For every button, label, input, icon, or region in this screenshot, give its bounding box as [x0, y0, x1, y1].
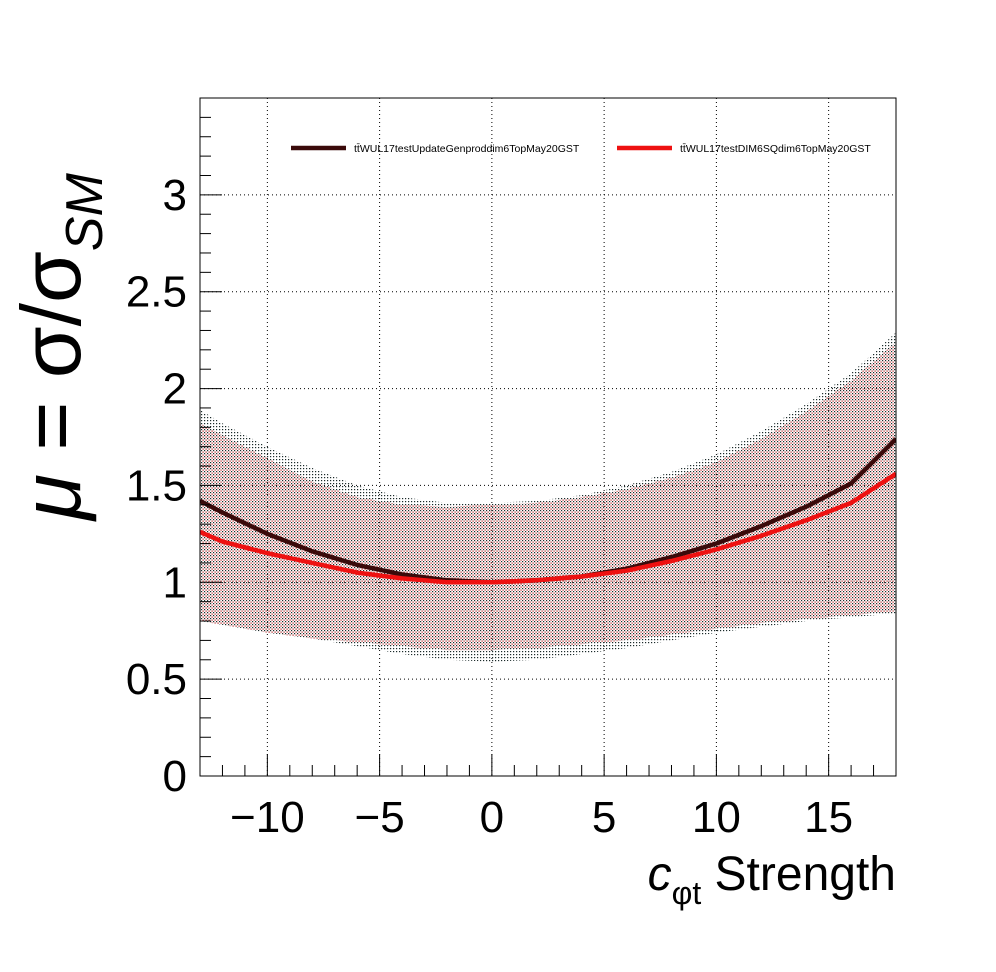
series-line-2 [200, 471, 896, 585]
y-tick-label: 2.5 [126, 268, 187, 317]
x-tick-label: 0 [480, 793, 504, 842]
x-tick-label: −10 [230, 793, 305, 842]
x-tick-label: 10 [692, 793, 741, 842]
series-lines [200, 437, 896, 585]
legend-label-1: tt̄WUL17testUpdateGenproddim6TopMay20GST [354, 143, 580, 155]
x-axis-title-main: c [648, 848, 672, 901]
x-axis-title-rest: Strength [701, 848, 896, 901]
y-axis-title-sub: SM [56, 173, 114, 252]
y-tick-label: 0.5 [126, 655, 187, 704]
x-tick-label: −5 [355, 793, 405, 842]
x-tick-labels: −10 −5 0 5 10 15 [230, 793, 853, 842]
x-tick-label: 5 [592, 793, 616, 842]
axis-ticks [199, 97, 897, 777]
y-tick-label: 1.5 [126, 461, 187, 510]
x-axis-title-sub: φt [672, 875, 702, 911]
y-axis-title-eq: = σ/σ [4, 251, 98, 474]
y-tick-label: 3 [163, 171, 187, 220]
legend: tt̄WUL17testUpdateGenproddim6TopMay20GST… [291, 143, 871, 155]
y-axis-title-mu: μ [4, 474, 98, 522]
plot-frame [199, 97, 897, 777]
y-tick-labels: 0 0.5 1 1.5 2 2.5 3 [126, 171, 187, 801]
y-axis-title: μ = σ/σSM [4, 173, 114, 522]
x-axis-title: cφt Strength [648, 848, 896, 911]
legend-label-2: tt̄WUL17testDIM6SQdim6TopMay20GST [680, 143, 871, 155]
y-tick-label: 0 [163, 752, 187, 801]
y-tick-label: 2 [163, 365, 187, 414]
x-tick-label: 15 [804, 793, 853, 842]
y-tick-label: 1 [163, 558, 187, 607]
